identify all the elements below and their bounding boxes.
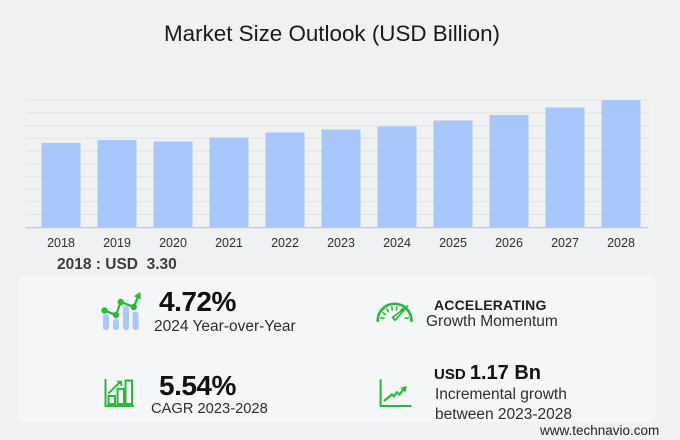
svg-text:2018: 2018 — [47, 236, 75, 250]
svg-text:2028: 2028 — [607, 236, 635, 250]
svg-text:2023: 2023 — [327, 236, 355, 250]
svg-text:2026: 2026 — [495, 236, 523, 250]
svg-text:2019: 2019 — [103, 236, 131, 250]
svg-text:2027: 2027 — [551, 236, 579, 250]
svg-text:2020: 2020 — [159, 236, 187, 250]
svg-text:2022: 2022 — [271, 236, 299, 250]
svg-text:2021: 2021 — [215, 236, 243, 250]
svg-text:2024: 2024 — [383, 236, 411, 250]
svg-text:2025: 2025 — [439, 236, 467, 250]
